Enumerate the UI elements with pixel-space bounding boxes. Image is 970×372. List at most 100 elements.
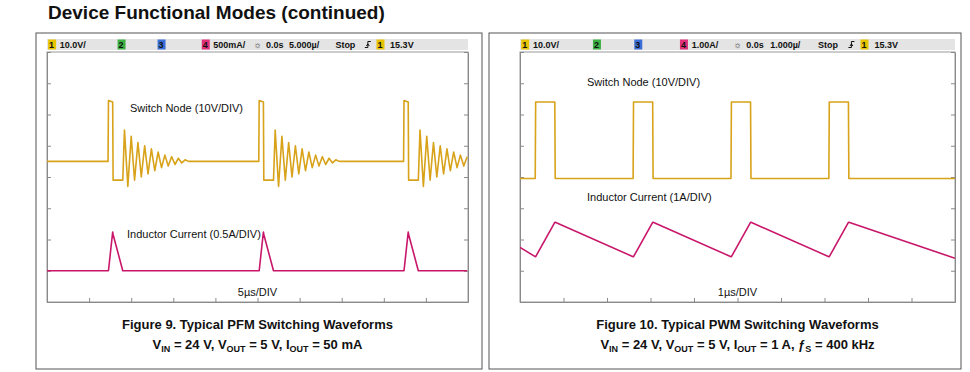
status-text: 0.0s	[746, 40, 764, 50]
x-tick	[651, 298, 652, 302]
figure-frame	[489, 33, 961, 369]
y2-tick-mark	[951, 208, 955, 209]
x-tick	[781, 298, 782, 302]
y-tick	[47, 52, 51, 53]
trigger-icon	[848, 42, 854, 48]
y2-tick	[951, 115, 955, 116]
caption-part: = 1 A,	[756, 337, 798, 352]
caption-part: V	[600, 337, 609, 352]
status-bar-background	[47, 39, 468, 50]
caption-part: = 400 kHz	[811, 337, 875, 352]
series-label: Switch Node (10V/DIV)	[130, 102, 243, 114]
y-tick-mark	[47, 146, 51, 147]
figure-subtitle: VIN = 24 V, VOUT = 5 V, IOUT = 1 A, ƒS =…	[600, 337, 875, 354]
channel-badge	[860, 40, 868, 50]
x-tick	[738, 298, 739, 302]
x-tick-mark	[89, 298, 90, 302]
y2-tick	[951, 83, 955, 84]
figure-title: Figure 10. Typical PWM Switching Wavefor…	[596, 317, 878, 332]
y-tick	[520, 83, 524, 84]
status-text: 1	[377, 40, 382, 50]
caption-subscript: OUT	[737, 344, 757, 354]
y2-tick-mark	[951, 302, 955, 303]
status-text: ☼	[733, 40, 741, 50]
caption-subscript: OUT	[227, 344, 247, 354]
y2-tick	[464, 115, 468, 116]
caption-part: ƒ	[798, 337, 805, 352]
y-tick	[520, 302, 524, 303]
status-bar: 110.0V/234500mA/☼0.0s5.000µ/Stop115.3V	[47, 39, 468, 50]
caption-part: V	[666, 337, 675, 352]
status-text: 2	[119, 40, 124, 50]
status-text: 1	[861, 40, 866, 50]
channel-badge	[202, 40, 210, 50]
status-text: 3	[635, 40, 640, 50]
x-tick	[564, 298, 565, 302]
status-text: 1	[49, 40, 54, 50]
y2-tick	[464, 208, 468, 209]
y-tick	[520, 240, 524, 241]
y2-tick	[464, 240, 468, 241]
y-tick	[47, 177, 51, 178]
x-tick-mark	[173, 298, 174, 302]
x-tick	[215, 298, 216, 302]
y2-tick	[464, 146, 468, 147]
status-text: ☼	[253, 40, 261, 50]
y2-axis	[464, 53, 469, 303]
channel-badge	[593, 40, 601, 50]
y-tick-mark	[47, 208, 51, 209]
x-tick	[173, 298, 174, 302]
y2-tick	[464, 83, 468, 84]
figure-panel: 110.0V/2341.00A/☼0.0s1.000µ/Stop115.3VSw…	[489, 33, 961, 369]
x-tick	[694, 298, 695, 302]
trigger-icon	[365, 42, 371, 48]
x-tick	[300, 298, 301, 302]
x-tick-mark	[300, 298, 301, 302]
y-tick	[520, 146, 524, 147]
status-text: 2	[594, 40, 599, 50]
figure-title: Figure 9. Typical PFM Switching Waveform…	[122, 317, 393, 332]
channel-badge	[376, 40, 384, 50]
y-tick-mark	[520, 83, 524, 84]
status-text: 10.0V/	[60, 40, 87, 50]
figure-panel: 110.0V/234500mA/☼0.0s5.000µ/Stop115.3VSw…	[36, 33, 482, 369]
y-tick	[47, 146, 51, 147]
status-text: Stop	[335, 40, 355, 50]
figure: Device Functional Modes (continued)110.0…	[0, 0, 970, 372]
plot-background	[520, 52, 955, 302]
figure-subtitle: VIN = 24 V, VOUT = 5 V, IOUT = 50 mA	[153, 337, 363, 354]
y-tick-mark	[47, 302, 51, 303]
caption-part: = 24 V,	[170, 337, 218, 352]
y-tick-mark	[520, 52, 524, 53]
y2-tick-mark	[951, 52, 955, 53]
y2-tick-mark	[464, 115, 468, 116]
y2-tick-mark	[951, 240, 955, 241]
status-text: 5.000µ/	[289, 40, 320, 50]
y-tick-mark	[520, 208, 524, 209]
page: Device Functional Modes (continued)110.0…	[0, 0, 970, 372]
y-tick-mark	[520, 240, 524, 241]
status-text: 4	[203, 40, 208, 50]
y-axis	[520, 53, 524, 303]
annotation: 5µs/DIV	[238, 286, 278, 298]
y2-tick	[951, 146, 955, 147]
status-text: 10.0V/	[533, 40, 560, 50]
caption-part: = 50 mA	[309, 337, 363, 352]
caption-subscript: IN	[609, 344, 618, 354]
y-axis	[47, 53, 51, 303]
x-tick	[426, 298, 427, 302]
y2-tick	[464, 302, 468, 303]
caption-subscript: IN	[161, 344, 170, 354]
x-tick-mark	[564, 298, 565, 302]
y2-tick-mark	[464, 146, 468, 147]
y2-tick	[951, 208, 955, 209]
x-tick-mark	[694, 298, 695, 302]
x-tick-mark	[607, 298, 608, 302]
status-text: 3	[159, 40, 164, 50]
y2-tick-mark	[464, 208, 468, 209]
status-text: 1	[522, 40, 527, 50]
heading: Device Functional Modes (continued)	[48, 2, 385, 23]
status-text: 500mA/	[213, 40, 246, 50]
x-tick	[131, 298, 132, 302]
trace-line	[47, 100, 467, 186]
